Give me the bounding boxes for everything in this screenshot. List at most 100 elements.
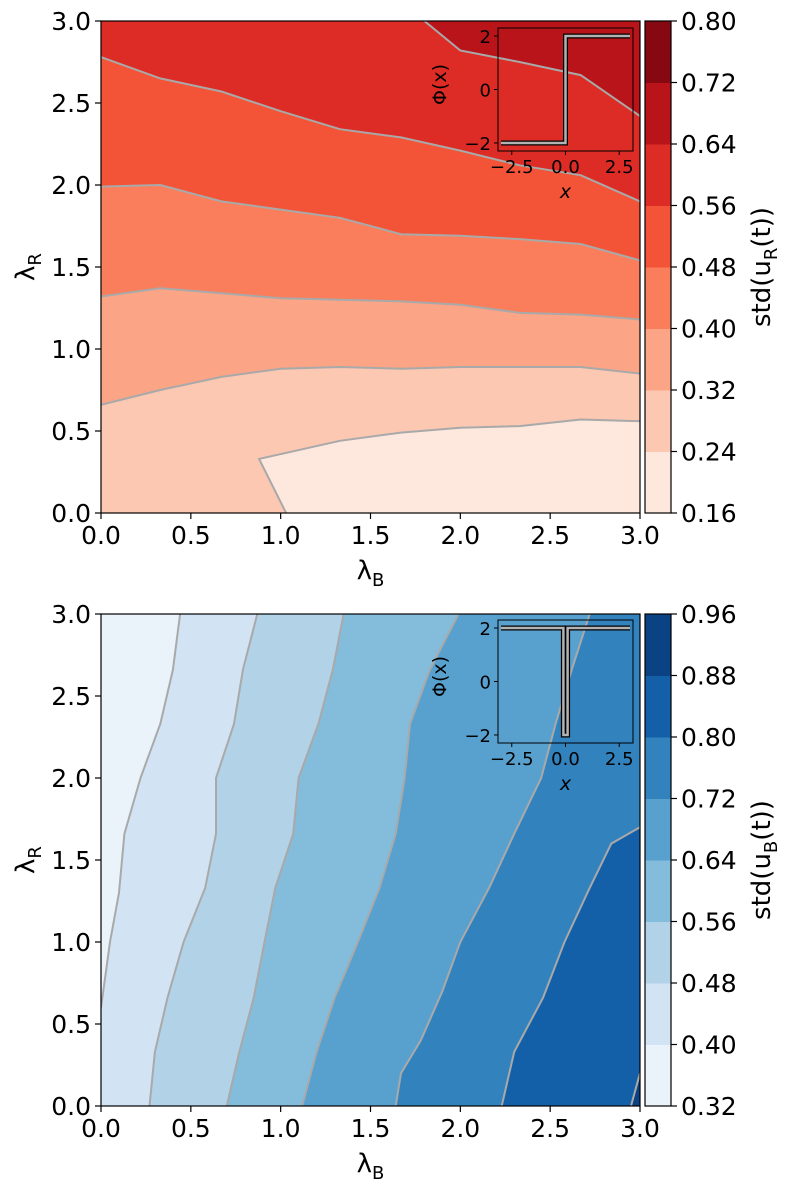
inset-y-tick-label: 2 bbox=[480, 619, 491, 640]
y-axis-label: λR bbox=[11, 253, 46, 281]
contour-band bbox=[101, 21, 640, 202]
contour-line bbox=[148, 614, 259, 1106]
y-tick-label: 0.5 bbox=[51, 417, 91, 446]
inset-curve bbox=[501, 34, 630, 145]
x-tick-label: 3.0 bbox=[620, 521, 660, 550]
y-tick-label: 2.0 bbox=[51, 171, 91, 200]
inset-x-tick-label: −2.5 bbox=[490, 157, 534, 178]
colorbar-segment bbox=[645, 82, 671, 145]
colorbar-segment bbox=[645, 983, 671, 1045]
colorbar-tick-label: 0.48 bbox=[681, 969, 737, 998]
x-tick-label: 0.0 bbox=[81, 521, 121, 550]
inset-y-tick-label: −2 bbox=[464, 134, 491, 155]
colorbar-segment bbox=[645, 267, 671, 329]
inset-x-tick-label: 0.0 bbox=[551, 157, 580, 178]
inset-curve bbox=[501, 626, 630, 737]
colorbar-segment bbox=[645, 144, 671, 206]
colorbar-tick-label: 0.16 bbox=[681, 499, 737, 528]
inset-y-tick-label: 0 bbox=[480, 81, 491, 102]
contour-line bbox=[423, 21, 640, 117]
inset-y-axis-label: Φ(x) bbox=[429, 64, 451, 105]
inset-x-tick-label: −2.5 bbox=[490, 749, 534, 770]
contour-line bbox=[101, 365, 640, 406]
y-tick-label: 2.5 bbox=[51, 682, 91, 711]
contour-line bbox=[101, 56, 640, 203]
colorbar-segment bbox=[645, 675, 671, 738]
contour-plot bbox=[101, 21, 640, 513]
y-tick-label: 0.0 bbox=[51, 1092, 91, 1121]
contour-line bbox=[257, 418, 640, 513]
colorbar-tick-label: 0.32 bbox=[681, 1092, 737, 1121]
x-axis-label: λB bbox=[357, 1149, 385, 1184]
x-tick-label: 1.5 bbox=[351, 1114, 391, 1143]
inset-x-tick-label: 2.5 bbox=[605, 749, 634, 770]
inset-y-axis-label: Φ(x) bbox=[429, 656, 451, 697]
inset-y-tick-label: 0 bbox=[480, 673, 491, 694]
contour-line bbox=[500, 826, 640, 1106]
y-tick-label: 1.5 bbox=[51, 846, 91, 875]
colorbar-tick-label: 0.72 bbox=[681, 69, 737, 98]
colorbar-segment bbox=[645, 21, 671, 83]
chart-panel-2: 0.0 0.5 1.0 1.5 2.0 2.5 3.0 0.0 0.5 1.0 1.5 2.0 2.5 3… bbox=[11, 600, 782, 1184]
colorbar-tick-label: 0.80 bbox=[681, 723, 737, 752]
colorbar-tick-label: 0.24 bbox=[681, 438, 737, 467]
colorbar-tick-label: 0.56 bbox=[681, 908, 737, 937]
colorbar-segment bbox=[645, 614, 671, 676]
colorbar-tick-label: 0.64 bbox=[681, 846, 737, 875]
colorbar-segment bbox=[645, 205, 671, 268]
inset-x-tick-label: 2.5 bbox=[605, 157, 634, 178]
contour-line bbox=[301, 614, 460, 1106]
contour-plot bbox=[101, 614, 640, 1106]
x-tick-label: 2.0 bbox=[440, 1114, 480, 1143]
colorbar: 0.32 0.40 0.48 0.56 0.64 0.72 0.80 0.88 0.96 std(… bbox=[644, 600, 782, 1121]
colorbar-segment bbox=[645, 737, 671, 799]
colorbar-segment bbox=[645, 451, 671, 514]
y-tick-label: 3.0 bbox=[51, 600, 91, 629]
colorbar-segment bbox=[645, 921, 671, 984]
x-tick-label: 3.0 bbox=[620, 1114, 660, 1143]
inset-y-tick-label: 2 bbox=[480, 27, 491, 48]
contour-line bbox=[630, 1072, 640, 1106]
colorbar-tick-label: 0.80 bbox=[681, 7, 737, 36]
colorbar-label: std(uR(t)) bbox=[747, 207, 782, 327]
contour-band bbox=[101, 21, 640, 117]
inset-plot: −2.5 0.0 2.5 2 0 −2 x Φ(x) bbox=[429, 619, 634, 795]
y-tick-label: 1.0 bbox=[51, 928, 91, 957]
colorbar-tick-label: 0.56 bbox=[681, 192, 737, 221]
colorbar-segment bbox=[645, 390, 671, 452]
x-tick-label: 1.0 bbox=[261, 521, 301, 550]
y-tick-label: 1.5 bbox=[51, 253, 91, 282]
colorbar: 0.16 0.24 0.32 0.40 0.48 0.56 0.64 0.72 0.80 std(… bbox=[644, 7, 782, 528]
colorbar-tick-label: 0.40 bbox=[681, 315, 737, 344]
x-axis-label: λB bbox=[357, 556, 385, 591]
colorbar-segment bbox=[645, 1044, 671, 1107]
colorbar-tick-label: 0.96 bbox=[681, 600, 737, 629]
y-tick-label: 2.5 bbox=[51, 89, 91, 118]
inset-plot: −2.5 0.0 2.5 2 0 −2 x Φ(x) bbox=[429, 27, 634, 203]
inset-x-axis-label: x bbox=[559, 773, 572, 795]
x-tick-label: 1.5 bbox=[351, 521, 391, 550]
x-tick-label: 0.5 bbox=[171, 521, 211, 550]
x-tick-label: 2.5 bbox=[530, 1114, 570, 1143]
x-tick-label: 1.0 bbox=[261, 1114, 301, 1143]
contour-line bbox=[101, 287, 640, 321]
colorbar-tick-label: 0.88 bbox=[681, 662, 737, 691]
y-tick-label: 0.5 bbox=[51, 1010, 91, 1039]
y-tick-label: 0.0 bbox=[51, 499, 91, 528]
contour-line bbox=[101, 614, 182, 1008]
inset-y-tick-label: −2 bbox=[464, 726, 491, 747]
x-tick-label: 2.5 bbox=[530, 521, 570, 550]
y-tick-label: 1.0 bbox=[51, 335, 91, 364]
y-tick-label: 3.0 bbox=[51, 7, 91, 36]
colorbar-label: std(uB(t)) bbox=[747, 800, 782, 920]
colorbar-segment bbox=[645, 798, 671, 861]
colorbar-segment bbox=[645, 328, 671, 391]
contour-line bbox=[225, 614, 345, 1106]
colorbar-tick-label: 0.48 bbox=[681, 253, 737, 282]
inset-x-tick-label: 0.0 bbox=[551, 749, 580, 770]
colorbar-tick-label: 0.40 bbox=[681, 1031, 737, 1060]
y-tick-label: 2.0 bbox=[51, 764, 91, 793]
x-tick-label: 0.5 bbox=[171, 1114, 211, 1143]
x-tick-label: 2.0 bbox=[440, 521, 480, 550]
